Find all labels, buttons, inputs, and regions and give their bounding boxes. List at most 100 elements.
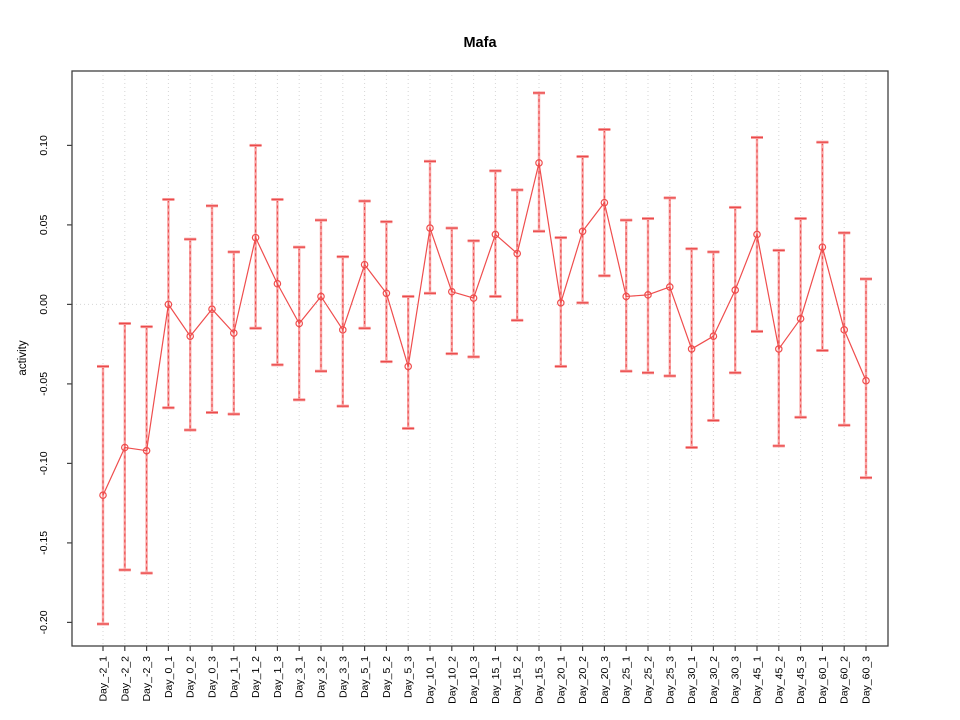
x-tick-label: Day_1_3 xyxy=(272,656,284,698)
data-point xyxy=(99,491,107,500)
data-point xyxy=(731,286,740,294)
error-bar xyxy=(533,91,545,233)
data-point xyxy=(862,376,870,385)
x-tick-label: Day_60_2 xyxy=(839,656,851,704)
data-point xyxy=(818,243,827,251)
x-tick-label: Day_25_3 xyxy=(664,656,676,704)
x-tick-label: Day_20_1 xyxy=(555,656,567,704)
error-bar xyxy=(315,218,327,373)
data-point xyxy=(251,233,260,242)
x-tick-label: Day_15_3 xyxy=(534,656,546,704)
data-point xyxy=(186,332,195,341)
error-bar xyxy=(162,197,175,410)
x-tick-label: Day_10_3 xyxy=(468,656,480,704)
x-tick-label: Day_45_2 xyxy=(773,656,785,704)
x-tick-label: Day_1_1 xyxy=(228,656,240,698)
error-bar xyxy=(642,217,654,375)
data-point xyxy=(687,345,696,353)
x-tick-label: Day_60_3 xyxy=(861,656,873,704)
x-tick-label: Day_0_1 xyxy=(163,656,175,698)
y-tick-label: -0.15 xyxy=(38,531,50,555)
error-bar xyxy=(424,159,436,295)
x-tick-label: Day_5_3 xyxy=(403,656,415,698)
error-bar xyxy=(576,155,589,305)
data-point xyxy=(578,227,587,236)
data-point xyxy=(665,283,674,291)
data-point xyxy=(622,292,631,301)
data-point xyxy=(164,300,173,309)
data-point xyxy=(535,159,543,167)
data-point xyxy=(338,326,347,334)
y-tick-label: -0.10 xyxy=(38,451,50,475)
x-tick-label: Day_-2_1 xyxy=(98,656,110,702)
error-bar xyxy=(489,169,502,298)
data-point xyxy=(121,443,129,452)
data-point xyxy=(142,446,151,455)
x-tick-label: Day_0_2 xyxy=(185,656,197,698)
data-point xyxy=(469,294,478,302)
x-tick-label: Day_5_2 xyxy=(381,656,393,698)
x-tick-label: Day_15_1 xyxy=(490,656,502,704)
error-bar xyxy=(860,277,872,480)
y-tick-label: -0.05 xyxy=(38,372,50,396)
error-bar xyxy=(380,220,393,364)
error-bar xyxy=(402,294,415,430)
error-bar xyxy=(336,255,349,408)
data-point xyxy=(360,260,369,269)
x-tick-label: Day_30_3 xyxy=(730,656,742,704)
error-bar xyxy=(271,197,284,367)
y-tick-label: 0.10 xyxy=(38,135,50,156)
data-point xyxy=(753,230,761,239)
chart-title: Mafa xyxy=(463,35,497,51)
error-bar xyxy=(249,143,262,330)
data-point xyxy=(295,319,304,328)
axis-layer: Day_-2_1 Day_-2_2 Day_-2_3 Day_0_1 Day_0_2 Da… xyxy=(38,70,889,704)
x-tick-label: Day_25_2 xyxy=(643,656,655,704)
x-tick-label: Day_60_1 xyxy=(817,656,829,704)
data-point xyxy=(774,345,783,353)
error-bar xyxy=(467,239,480,359)
data-point xyxy=(600,198,609,207)
x-tick-label: Day_30_2 xyxy=(708,656,720,704)
x-tick-label: Day_30_1 xyxy=(686,656,698,704)
x-tick-label: Day_10_2 xyxy=(446,656,458,704)
data-point xyxy=(840,326,849,334)
data-point xyxy=(796,314,805,323)
x-tick-label: Day_20_3 xyxy=(599,656,611,704)
data-point xyxy=(317,292,325,301)
x-tick-label: Day_25_1 xyxy=(621,656,633,704)
series-line-layer xyxy=(102,162,867,496)
x-tick-label: Day_0_3 xyxy=(207,656,219,698)
series-line xyxy=(102,162,867,496)
y-tick-label: 0.05 xyxy=(38,215,50,236)
error-bar-layer xyxy=(97,91,872,626)
data-point xyxy=(513,249,522,258)
data-point xyxy=(644,291,652,299)
data-point xyxy=(447,287,456,296)
error-bar xyxy=(118,321,131,572)
y-axis-label: activity xyxy=(17,340,29,375)
x-tick-label: Day_3_2 xyxy=(316,656,328,698)
x-tick-label: Day_15_2 xyxy=(512,656,524,704)
data-point xyxy=(273,279,282,288)
x-tick-label: Day_-2_3 xyxy=(141,656,153,702)
x-tick-label: Day_45_1 xyxy=(752,656,764,704)
error-bar xyxy=(816,140,829,353)
data-point xyxy=(404,362,413,371)
x-tick-label: Day_45_3 xyxy=(795,656,807,704)
error-bar xyxy=(184,237,197,432)
data-point xyxy=(491,230,500,239)
data-point xyxy=(208,305,216,313)
y-tick-label: -0.20 xyxy=(38,610,50,634)
plot-border xyxy=(71,70,889,647)
data-point xyxy=(556,299,565,307)
grid-layer xyxy=(72,71,888,646)
error-bar xyxy=(511,188,524,322)
data-point xyxy=(426,224,434,232)
x-tick-label: Day_3_1 xyxy=(294,656,306,698)
x-tick-label: Day_-2_2 xyxy=(119,656,131,702)
x-tick-label: Day_3_3 xyxy=(337,656,349,698)
data-point xyxy=(382,289,391,298)
